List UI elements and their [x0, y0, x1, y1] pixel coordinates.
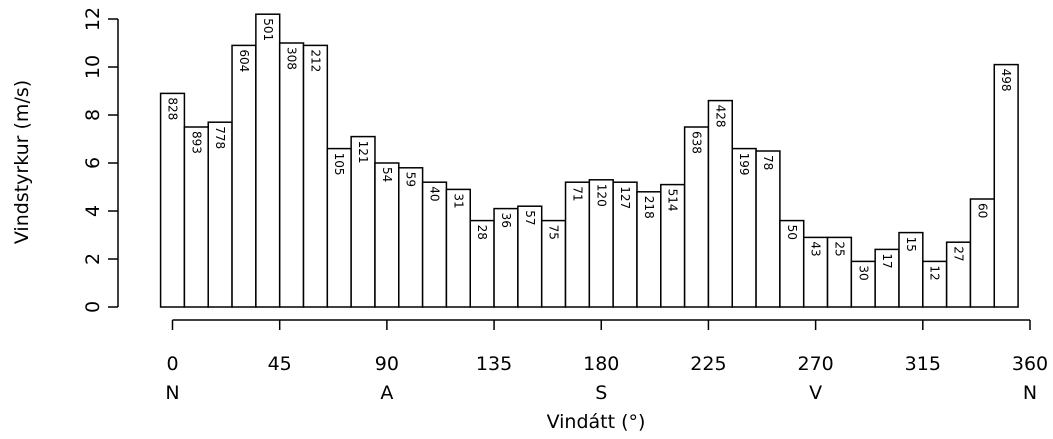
bar-count-label-11: 40	[428, 186, 442, 201]
compass-label-2: S	[595, 382, 607, 404]
y-tick-label-4: 8	[82, 109, 104, 121]
bars: 828 893 778 604 501 308 212 105 121 54 59 40 31 28 36 5…	[159, 13, 1019, 308]
bar-22	[683, 126, 710, 308]
bar-23	[707, 99, 734, 308]
bar-5	[278, 42, 305, 308]
bar-count-label-29: 30	[856, 265, 870, 280]
bar-count-label-9: 54	[380, 167, 394, 182]
bar-count-label-28: 25	[832, 241, 846, 256]
y-axis: 0 2 4 6 8 10 12	[82, 7, 119, 313]
bar-count-label-26: 50	[785, 225, 799, 240]
bar-count-label-24: 199	[737, 153, 751, 176]
bar-count-label-13: 28	[475, 225, 489, 240]
bar-count-label-4: 501	[261, 18, 275, 41]
bar-count-label-22: 638	[690, 131, 704, 154]
bar-count-label-0: 828	[166, 97, 180, 120]
x-axis: 0 45 90 135 180 225 270 315 360 N A S V N	[165, 319, 1048, 404]
y-tick-label-3: 6	[82, 157, 104, 169]
bar-1	[183, 126, 209, 308]
bar-count-label-6: 212	[308, 49, 322, 72]
bar-4	[255, 13, 281, 308]
x-axis-title: Vindátt (°)	[547, 411, 646, 433]
bar-count-label-16: 75	[547, 225, 561, 240]
bar-count-label-30: 17	[880, 253, 894, 268]
bar-count-label-18: 120	[594, 184, 608, 207]
bar-count-label-2: 778	[213, 126, 227, 149]
compass-label-1: A	[380, 382, 393, 404]
bar-count-label-21: 514	[666, 189, 680, 212]
x-tick-label-6: 270	[797, 353, 833, 375]
x-tick-label-1: 45	[268, 353, 292, 375]
bar-35	[993, 63, 1019, 308]
bar-count-label-14: 36	[499, 213, 513, 228]
bar-6	[302, 44, 329, 308]
bar-count-label-10: 59	[404, 172, 418, 187]
compass-label-4: N	[1023, 382, 1037, 404]
bar-count-label-8: 121	[356, 141, 370, 164]
bar-0	[159, 92, 186, 308]
y-tick-label-2: 4	[82, 205, 104, 217]
bar-2	[207, 121, 233, 308]
x-tick-label-0: 0	[166, 353, 178, 375]
x-tick-label-2: 90	[375, 353, 399, 375]
bar-count-label-1: 893	[189, 131, 203, 154]
compass-label-3: V	[809, 382, 822, 404]
y-tick-label-1: 2	[82, 253, 104, 265]
bar-count-label-7: 105	[332, 153, 346, 176]
x-tick-label-8: 360	[1012, 353, 1048, 375]
bar-count-label-23: 428	[713, 105, 727, 128]
y-tick-label-6: 12	[82, 7, 104, 31]
bar-count-label-3: 604	[237, 49, 251, 72]
bar-count-label-12: 31	[451, 193, 465, 208]
bar-count-label-35: 498	[999, 69, 1013, 92]
bar-10	[398, 167, 424, 308]
bar-count-label-34: 60	[975, 203, 989, 218]
bar-count-label-27: 43	[809, 241, 823, 256]
y-axis-title: Vindstyrkur (m/s)	[11, 80, 33, 244]
bar-3	[231, 44, 257, 308]
y-tick-label-5: 10	[82, 55, 104, 79]
bar-count-label-25: 78	[761, 155, 775, 170]
bar-count-label-19: 127	[618, 186, 632, 209]
x-tick-label-5: 225	[690, 353, 726, 375]
bar-count-label-17: 71	[570, 186, 584, 201]
bar-count-label-33: 27	[952, 246, 966, 261]
x-tick-label-3: 135	[476, 353, 512, 375]
bar-count-label-20: 218	[642, 196, 656, 219]
bar-count-label-15: 57	[523, 210, 537, 225]
compass-label-0: N	[165, 382, 179, 404]
bar-count-label-32: 12	[928, 265, 942, 280]
bar-9	[374, 162, 400, 308]
bar-count-label-5: 308	[285, 47, 299, 70]
x-tick-label-4: 180	[583, 353, 619, 375]
bar-count-label-31: 15	[904, 237, 918, 252]
y-tick-label-0: 0	[82, 301, 104, 313]
bar-25	[755, 150, 781, 308]
x-tick-label-7: 315	[905, 353, 941, 375]
